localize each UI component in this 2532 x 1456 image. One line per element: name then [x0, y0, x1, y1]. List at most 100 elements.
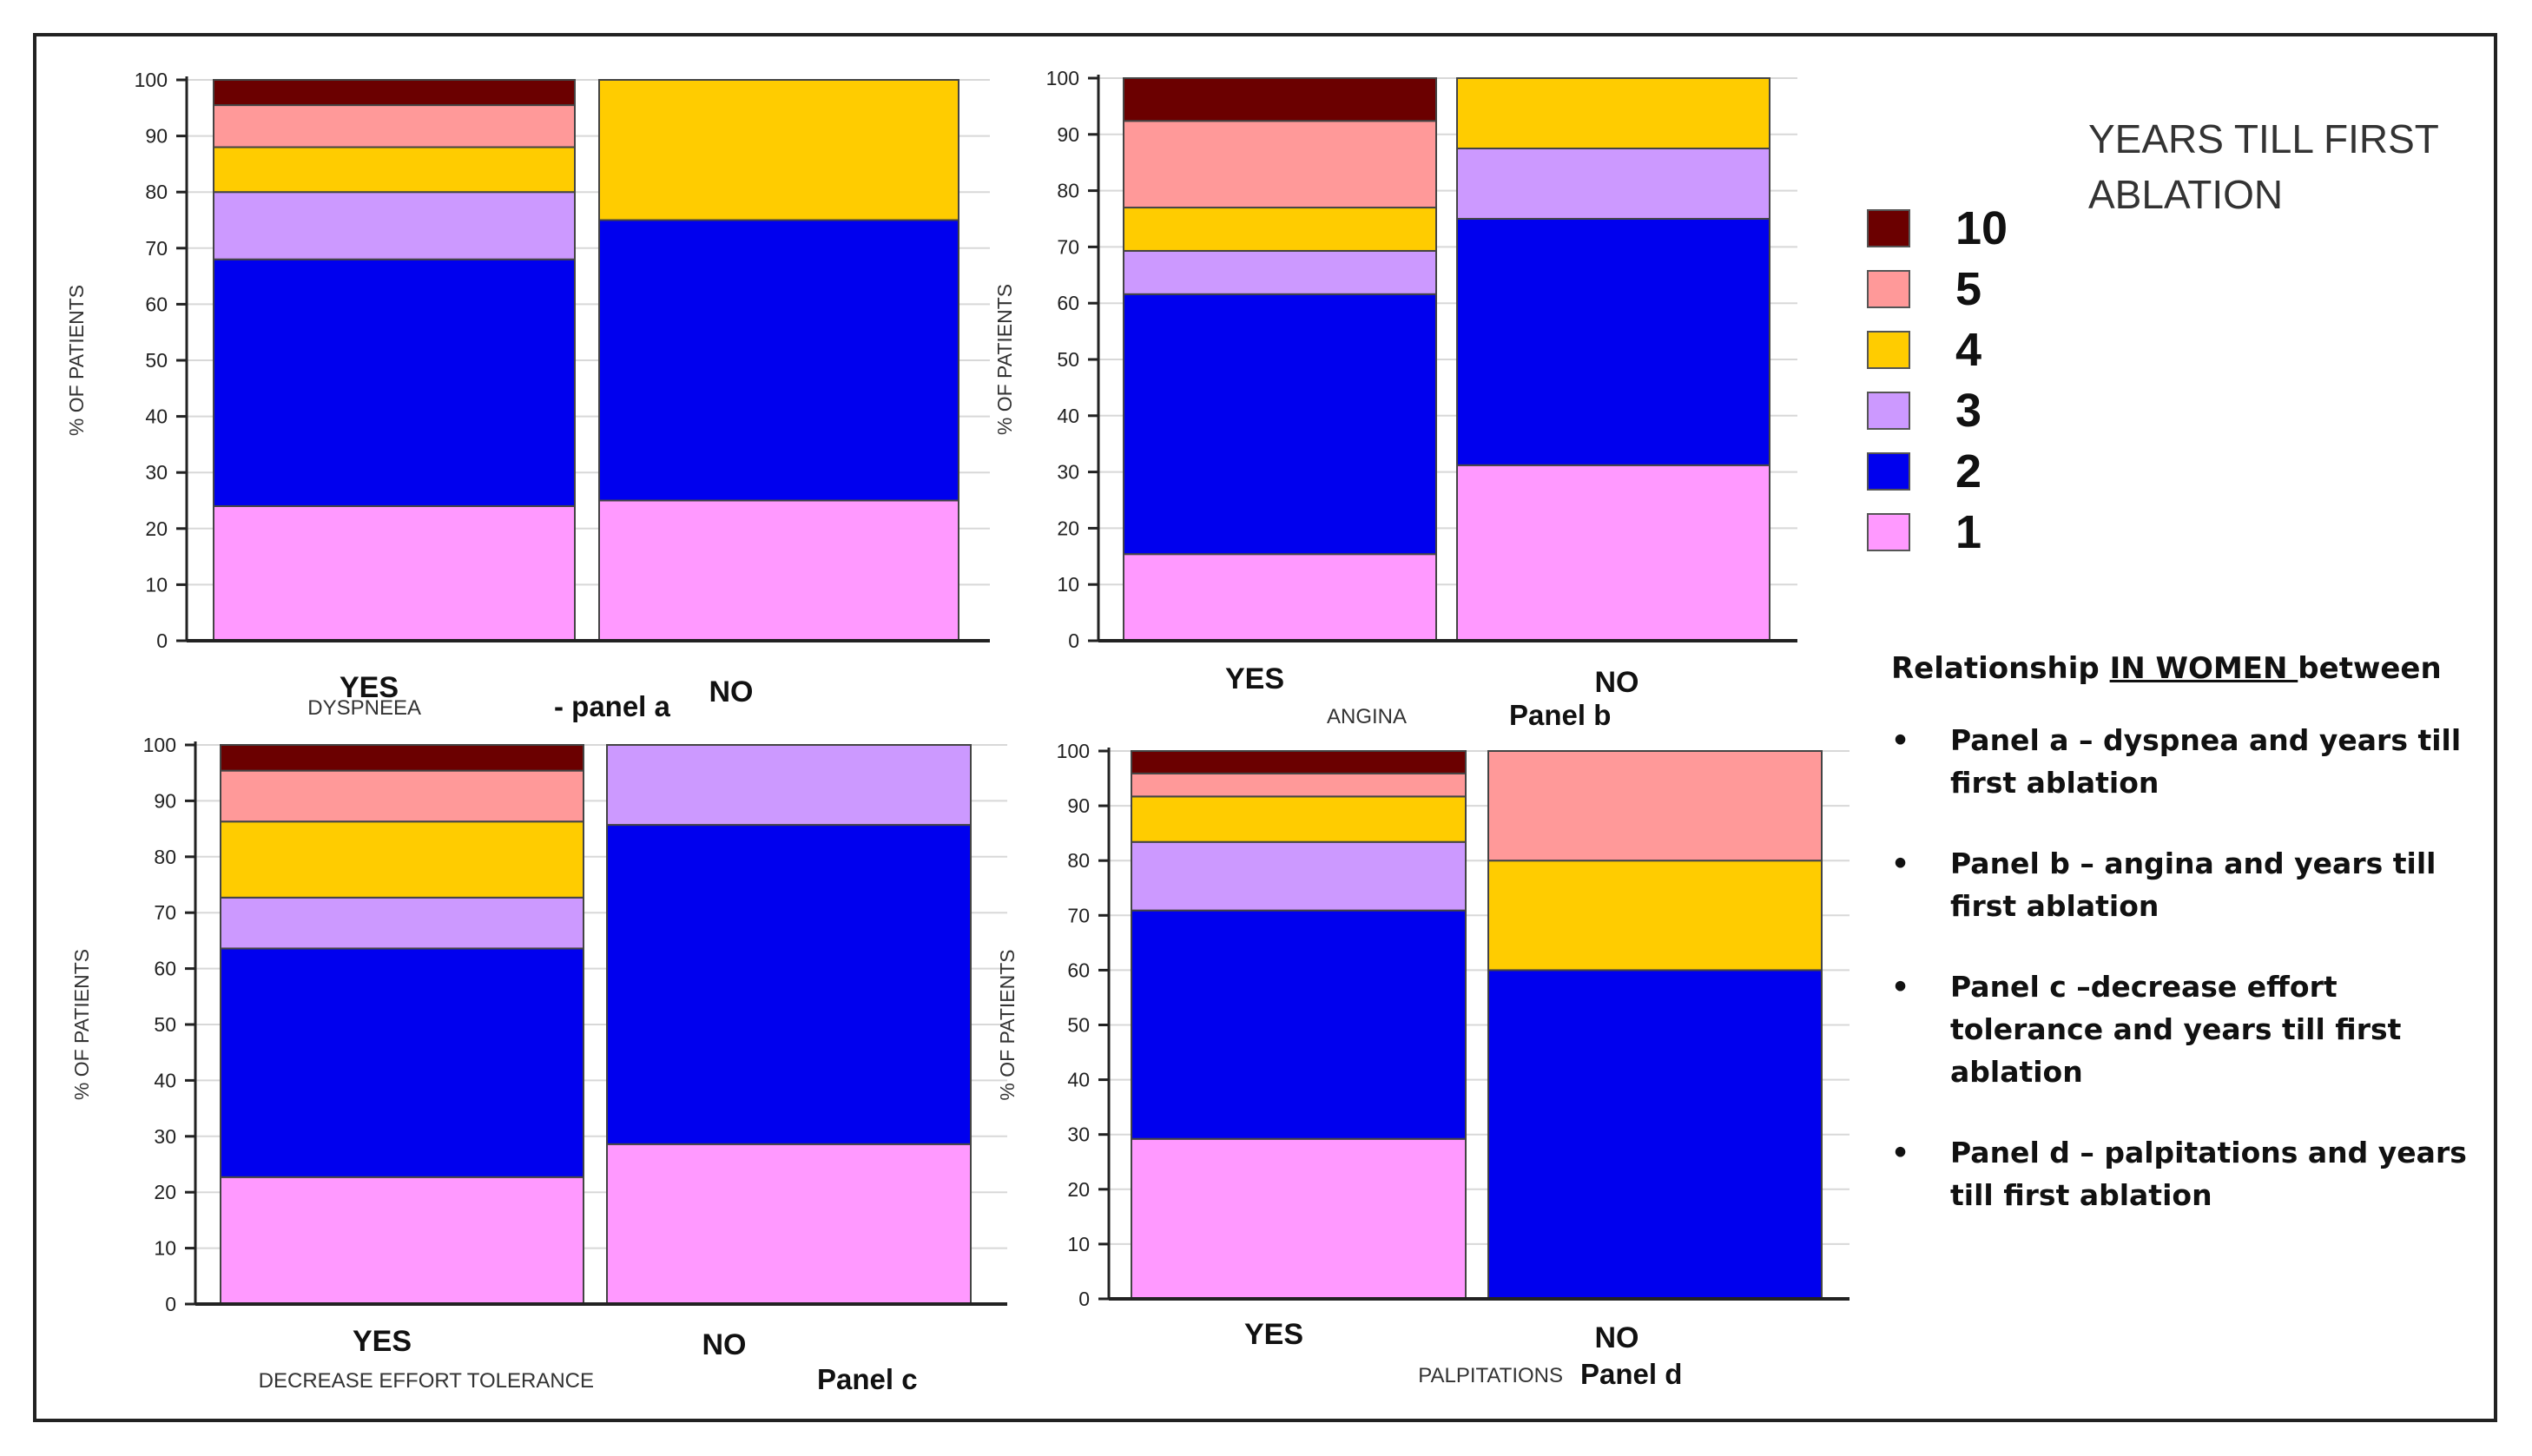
legend-swatch — [1867, 392, 1910, 430]
y-tick-label: 50 — [145, 349, 168, 372]
panel-b-chart: 0 10 20 30 40 50 60 70 80 90 100 YES NO % OF PATIENTS… — [993, 67, 1797, 731]
legend-item-5: 5 — [1867, 259, 2008, 320]
y-tick-label: 0 — [156, 629, 168, 652]
y-tick-label: 20 — [1057, 517, 1079, 539]
bar-segment-yes-5 — [1131, 772, 1467, 798]
y-tick-label: 80 — [145, 181, 168, 203]
panel-notes: Relationship IN WOMEN between • Panel a –… — [1891, 651, 2499, 1255]
bar-segment-no-5 — [1487, 750, 1823, 862]
legend-swatch — [1867, 452, 1910, 491]
bar-segment-yes-4 — [213, 146, 576, 194]
legend-item-2: 2 — [1867, 441, 2008, 502]
notes-heading-post: between — [2298, 651, 2442, 686]
x-category-label: NO — [709, 675, 754, 708]
y-tick-label: 50 — [1067, 1014, 1090, 1037]
bar-segment-no-4 — [598, 79, 959, 221]
note-text: Panel c –decrease effort tolerance and y… — [1950, 970, 2402, 1089]
legend-swatch — [1867, 331, 1910, 369]
bar-segment-yes-3 — [1131, 840, 1467, 912]
bar-segment-yes-3 — [1123, 249, 1437, 295]
panel-d-chart: 0 10 20 30 40 50 60 70 80 90 100 YES NO % OF PATIENTS… — [996, 740, 1850, 1390]
y-tick-label: 90 — [1057, 123, 1079, 146]
bar-segment-yes-3 — [220, 896, 584, 950]
legend-swatch — [1867, 513, 1910, 551]
bar-segment-yes-1 — [1123, 553, 1437, 642]
notes-heading: Relationship IN WOMEN between — [1891, 651, 2499, 686]
panel-label: - panel a — [554, 690, 671, 722]
y-tick-label: 10 — [145, 573, 168, 596]
y-axis-label: % OF PATIENTS — [70, 949, 93, 1100]
y-axis-label: % OF PATIENTS — [996, 949, 1019, 1100]
x-category-label: NO — [702, 1328, 747, 1361]
x-category-label: NO — [1595, 666, 1639, 699]
bar-segment-yes-1 — [220, 1176, 584, 1306]
y-tick-label: 80 — [1057, 180, 1079, 202]
bullet-icon: • — [1891, 970, 1910, 1004]
y-tick-label: 40 — [154, 1069, 176, 1091]
note-text: Panel a – dyspnea and years till first a… — [1950, 723, 2462, 800]
bullet-icon: • — [1891, 723, 1910, 757]
y-tick-label: 30 — [154, 1125, 176, 1148]
note-item-panel-d: • Panel d – palpitations and years till f… — [1891, 1131, 2499, 1216]
y-tick-label: 100 — [143, 734, 176, 756]
legend-swatch — [1867, 270, 1910, 308]
chart-title: PALPITATIONS — [1418, 1364, 1563, 1387]
y-tick-label: 70 — [1067, 904, 1090, 926]
bar-segment-yes-5 — [1123, 120, 1437, 209]
legend-item-1: 1 — [1867, 502, 2008, 563]
bar-segment-no-4 — [1487, 860, 1823, 972]
bar-segment-yes-2 — [213, 258, 576, 507]
y-tick-label: 10 — [1057, 573, 1079, 596]
x-category-label: NO — [1595, 1321, 1639, 1354]
bar-segment-no-1 — [606, 1143, 972, 1306]
y-tick-label: 10 — [1067, 1233, 1090, 1255]
legend-label: 10 — [1955, 202, 2008, 254]
y-tick-label: 0 — [1078, 1288, 1090, 1310]
y-tick-label: 70 — [1057, 235, 1079, 258]
chart-title: DECREASE EFFORT TOLERANCE — [259, 1369, 594, 1393]
bar-segment-no-4 — [1456, 77, 1770, 149]
y-tick-label: 30 — [1067, 1123, 1090, 1146]
bar-segment-yes-2 — [220, 947, 584, 1178]
y-tick-label: 30 — [145, 461, 168, 484]
bullet-icon: • — [1891, 1136, 1910, 1169]
y-tick-label: 80 — [154, 846, 176, 868]
bar-segment-yes-2 — [1123, 293, 1437, 556]
y-tick-label: 60 — [145, 293, 168, 315]
bar-segment-yes-1 — [1131, 1137, 1467, 1301]
y-tick-label: 50 — [154, 1013, 176, 1036]
y-tick-label: 80 — [1067, 849, 1090, 872]
y-tick-label: 30 — [1057, 461, 1079, 484]
y-tick-label: 90 — [154, 789, 176, 812]
bar-segment-no-3 — [606, 744, 972, 827]
note-text: Panel d – palpitations and years till fi… — [1950, 1136, 2467, 1212]
y-tick-label: 0 — [165, 1293, 176, 1315]
y-tick-label: 40 — [1057, 405, 1079, 427]
bar-segment-yes-10 — [213, 79, 576, 107]
bar-segment-yes-5 — [213, 104, 576, 148]
legend-label: 4 — [1955, 324, 1982, 376]
notes-heading-emphasis: IN WOMEN — [2109, 651, 2298, 686]
bar-segment-yes-2 — [1131, 909, 1467, 1140]
legend-item-10: 10 — [1867, 198, 2008, 259]
y-axis-label: % OF PATIENTS — [993, 284, 1016, 435]
note-item-panel-b: • Panel b – angina and years till first … — [1891, 842, 2499, 927]
panel-a-chart: 0 10 20 30 40 50 60 70 80 90 100 YES NO % OF PATIENTS… — [65, 69, 990, 722]
chart-title: DYSPNEEA — [307, 696, 421, 720]
panel-label: Panel c — [817, 1363, 918, 1395]
bar-segment-no-2 — [1456, 218, 1770, 466]
legend-swatch — [1867, 209, 1910, 247]
y-tick-label: 100 — [135, 69, 168, 91]
bar-segment-yes-10 — [1123, 77, 1437, 122]
notes-heading-pre: Relationship — [1891, 651, 2110, 686]
y-tick-label: 100 — [1057, 740, 1090, 762]
y-tick-label: 90 — [1067, 794, 1090, 817]
bar-segment-no-1 — [598, 499, 959, 642]
legend-item-4: 4 — [1867, 320, 2008, 380]
bar-segment-no-2 — [1487, 969, 1823, 1301]
bar-segment-yes-10 — [220, 744, 584, 772]
x-category-label: YES — [353, 1325, 412, 1358]
bar-segment-yes-4 — [1131, 795, 1467, 843]
legend-label: 2 — [1955, 445, 1982, 497]
legend-label: 5 — [1955, 263, 1982, 315]
